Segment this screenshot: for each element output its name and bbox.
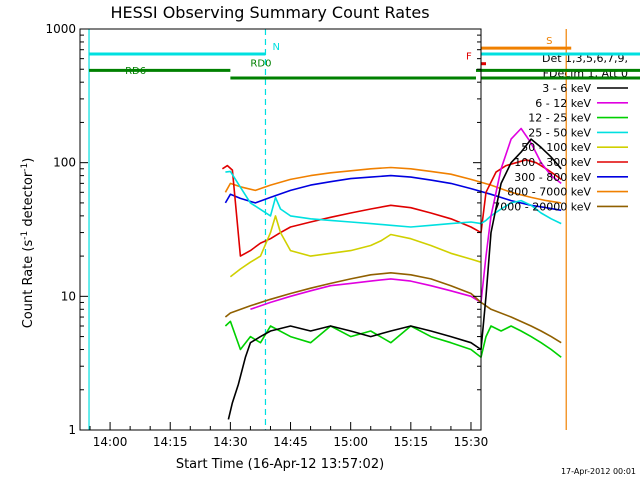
y-axis-title-main: Count Rate (s bbox=[21, 240, 36, 329]
legend-label-7: 800 - 7000 keV bbox=[507, 186, 591, 199]
series-line-7-0 bbox=[224, 320, 562, 359]
y-tick-label-3: 1000 bbox=[45, 22, 76, 36]
flag-label-rd0: RD0 bbox=[250, 58, 271, 69]
legend-label-8: 7000 - 20000 keV bbox=[493, 200, 591, 213]
x-tick-label-6: 15:30 bbox=[454, 435, 489, 449]
x-tick-label-1: 14:15 bbox=[153, 435, 188, 449]
flag-label-s: S bbox=[546, 36, 552, 47]
y-tick-label-2: 100 bbox=[53, 156, 76, 170]
legend-label-4: 50 - 100 keV bbox=[521, 141, 591, 154]
legend-label-1: 6 - 12 keV bbox=[535, 97, 591, 110]
series-line-2-0 bbox=[221, 159, 562, 257]
y-axis-title-end: ) bbox=[21, 158, 36, 163]
y-axis-title: Count Rate (s-1 detector-1) bbox=[20, 158, 36, 329]
x-tick-label-3: 14:45 bbox=[273, 435, 308, 449]
series-line-1-0 bbox=[224, 174, 562, 212]
x-tick-label-5: 15:15 bbox=[394, 435, 429, 449]
series-line-4-0 bbox=[225, 170, 562, 228]
y-axis-title-sup2: -1 bbox=[20, 163, 30, 172]
legend-label-6: 300 - 800 keV bbox=[514, 171, 591, 184]
chart-title: HESSI Observing Summary Count Rates bbox=[110, 3, 429, 22]
y-tick-label-1: 10 bbox=[61, 289, 76, 303]
series-line-8-0 bbox=[227, 138, 562, 420]
x-axis-title: Start Time (16-Apr-12 13:57:02) bbox=[176, 457, 384, 472]
legend-label-0: 3 - 6 keV bbox=[542, 82, 591, 95]
y-axis-title-mid: detector bbox=[21, 171, 36, 231]
y-tick-label-0: 1 bbox=[68, 423, 76, 437]
flag-label-f: F bbox=[466, 52, 472, 63]
x-tick-label-2: 14:30 bbox=[213, 435, 248, 449]
series-line-5-0 bbox=[250, 127, 562, 311]
svg-text:Count Rate (s-1 detector-1): Count Rate (s-1 detector-1) bbox=[20, 158, 36, 329]
legend-label-2: 12 - 25 keV bbox=[528, 112, 591, 125]
legend-label-5: 100 - 300 keV bbox=[514, 156, 591, 169]
footer-timestamp: 17-Apr-2012 00:01 bbox=[561, 467, 636, 476]
flag-label-n: N bbox=[272, 42, 279, 53]
plot-frame bbox=[79, 28, 482, 431]
legend-label-3: 25 - 50 keV bbox=[528, 126, 591, 139]
flag-label-rd6: RD6 bbox=[125, 66, 146, 77]
series-line-3-0 bbox=[229, 215, 482, 278]
series-line-0-0 bbox=[224, 166, 562, 204]
y-axis-title-sup1: -1 bbox=[20, 231, 30, 240]
series-line-6-0 bbox=[224, 271, 562, 344]
x-tick-label-0: 14:00 bbox=[93, 435, 128, 449]
x-tick-label-4: 15:00 bbox=[333, 435, 368, 449]
